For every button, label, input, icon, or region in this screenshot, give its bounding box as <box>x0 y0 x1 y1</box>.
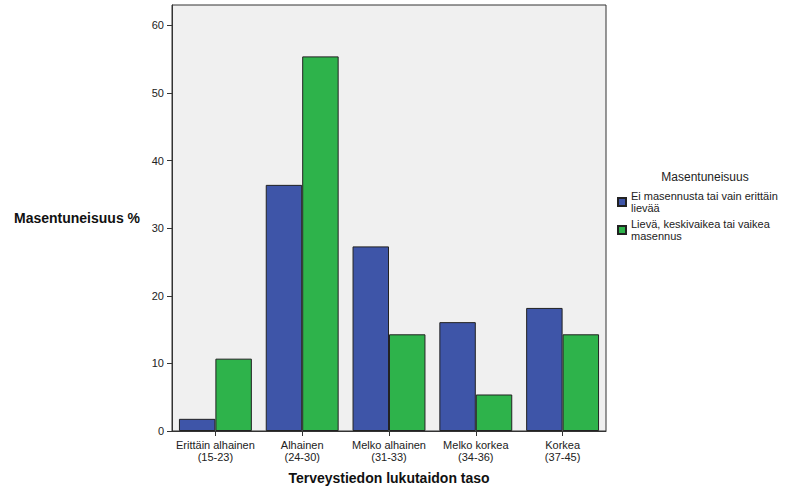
svg-text:(31-33): (31-33) <box>371 451 406 463</box>
svg-text:(15-23): (15-23) <box>198 451 233 463</box>
svg-text:Terveystiedon lukutaidon taso: Terveystiedon lukutaidon taso <box>288 470 489 486</box>
svg-text:Erittäin alhainen: Erittäin alhainen <box>176 439 255 451</box>
svg-text:Melko alhainen: Melko alhainen <box>352 439 426 451</box>
svg-text:Ei masennusta tai vain erittäi: Ei masennusta tai vain erittäin <box>631 190 781 202</box>
svg-text:20: 20 <box>152 290 164 302</box>
svg-text:60: 60 <box>152 19 164 31</box>
svg-text:lievää: lievää <box>631 202 661 214</box>
svg-text:0: 0 <box>158 425 164 437</box>
svg-text:50: 50 <box>152 87 164 99</box>
svg-text:Korkea: Korkea <box>545 439 581 451</box>
svg-text:(24-30): (24-30) <box>284 451 319 463</box>
svg-text:40: 40 <box>152 155 164 167</box>
svg-text:Masentuneisuus %: Masentuneisuus % <box>14 210 141 226</box>
svg-text:Lievä, keskivaikea tai vaikea: Lievä, keskivaikea tai vaikea <box>631 218 773 230</box>
svg-text:masennus: masennus <box>631 230 682 242</box>
svg-text:Alhainen: Alhainen <box>281 439 324 451</box>
svg-text:Masentuneisuus: Masentuneisuus <box>661 170 748 184</box>
svg-text:(34-36): (34-36) <box>458 451 493 463</box>
svg-text:(37-45): (37-45) <box>545 451 580 463</box>
svg-text:Melko korkea: Melko korkea <box>443 439 509 451</box>
svg-text:30: 30 <box>152 222 164 234</box>
svg-text:10: 10 <box>152 357 164 369</box>
